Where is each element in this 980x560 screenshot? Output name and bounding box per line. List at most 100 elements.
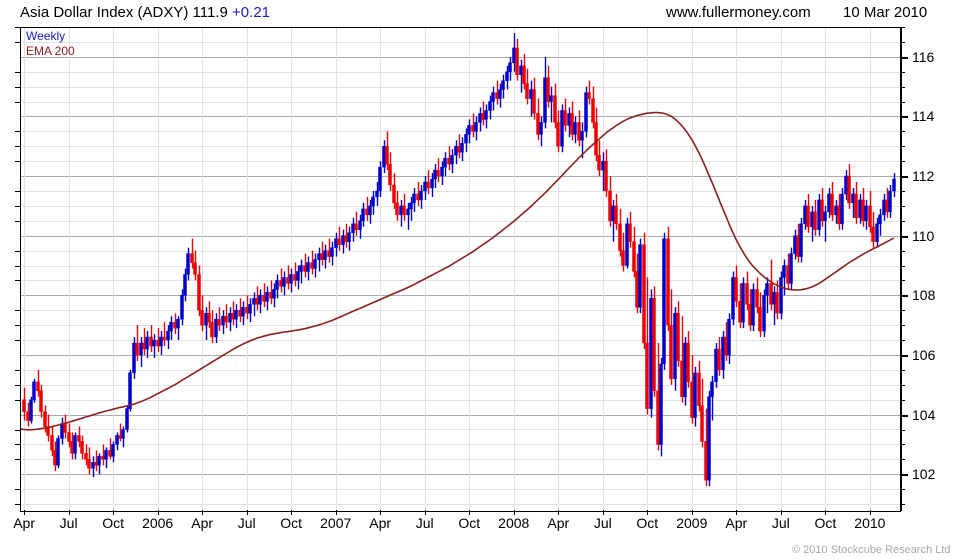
y-axis-minor-tick — [900, 220, 905, 222]
y-axis-minor-tick-left — [15, 429, 20, 431]
x-axis-tick-mark — [380, 510, 382, 515]
y-axis-minor-tick — [900, 27, 905, 28]
x-axis-tick-label: Apr — [191, 515, 214, 531]
x-axis-tick-mark — [825, 510, 827, 515]
x-axis-tick-mark — [424, 510, 426, 515]
y-axis-minor-tick-left — [15, 369, 20, 371]
y-axis-minor-tick — [900, 101, 905, 103]
y-axis-minor-tick — [900, 399, 905, 401]
y-axis-minor-tick — [900, 280, 905, 282]
y-axis-tick-label: 108 — [912, 287, 936, 304]
x-axis-tick-mark — [335, 510, 337, 515]
y-axis-minor-tick — [900, 384, 905, 386]
y-axis-minor-tick-left — [15, 280, 20, 282]
x-axis-tick-label: Jul — [59, 515, 78, 531]
as-of-date: 10 Mar 2010 — [843, 4, 928, 21]
y-axis-tick-mark — [900, 235, 908, 238]
legend-series-ema200: EMA 200 — [26, 44, 75, 58]
x-axis-tick-mark — [246, 510, 248, 515]
x-axis-tick-label: Apr — [725, 515, 748, 531]
y-axis-tick-label: 102 — [912, 466, 936, 483]
y-axis-minor-tick — [900, 146, 905, 148]
y-axis-minor-tick — [900, 504, 905, 506]
y-axis-tick-label: 116 — [912, 48, 935, 65]
y-axis-tick-mark — [900, 116, 908, 119]
y-axis-minor-tick — [900, 161, 905, 163]
y-axis-minor-tick-left — [15, 340, 20, 342]
x-axis-tick-mark — [157, 510, 159, 515]
y-axis-minor-tick-left — [15, 205, 20, 207]
y-axis-minor-tick — [900, 489, 905, 491]
x-axis-tick-label: Apr — [547, 515, 570, 531]
y-axis-tick-label: 112 — [912, 168, 935, 185]
website-label: www.fullermoney.com — [666, 4, 811, 21]
y-axis-minor-tick-left — [15, 161, 20, 163]
y-axis-tick-mark — [900, 56, 908, 59]
y-axis-tick-label: 104 — [912, 406, 936, 423]
y-axis-minor-tick — [900, 131, 905, 133]
y-axis-minor-tick — [900, 369, 905, 371]
y-axis-minor-tick — [900, 71, 905, 73]
y-axis-minor-tick — [900, 310, 905, 312]
x-axis-tick-label: Oct — [814, 515, 837, 531]
x-axis-tick-label: Jul — [237, 515, 256, 531]
x-axis-tick-label: Oct — [280, 515, 303, 531]
y-axis-minor-tick-left — [15, 220, 20, 222]
x-axis-tick-label: Jul — [771, 515, 790, 531]
y-axis-tick-mark — [900, 354, 908, 357]
chart-title: Asia Dollar Index (ADXY) 111.9 +0.21 — [20, 4, 270, 24]
y-axis-minor-tick-left — [15, 131, 20, 133]
x-axis-tick-mark — [68, 510, 70, 515]
x-axis-tick-mark — [647, 510, 649, 515]
y-axis-minor-tick — [900, 86, 905, 88]
x-axis-tick-mark — [469, 510, 471, 515]
x-axis-tick-label: 2010 — [854, 515, 886, 531]
y-axis-minor-tick — [900, 325, 905, 327]
y-axis-tick-label: 106 — [912, 346, 936, 363]
y-axis-minor-tick — [900, 444, 905, 446]
legend-series-weekly: Weekly — [26, 29, 66, 43]
x-axis-tick-mark — [780, 510, 782, 515]
x-axis-tick-mark — [24, 510, 26, 515]
y-axis-minor-tick-left — [15, 325, 20, 327]
y-axis-tick-mark — [900, 474, 908, 477]
x-axis-tick-mark — [691, 510, 693, 515]
right-axis-line — [900, 27, 902, 511]
x-axis-tick-label: Apr — [13, 515, 35, 531]
x-axis-tick-label: Oct — [458, 515, 481, 531]
y-axis-minor-tick-left — [15, 190, 20, 192]
y-axis-minor-tick-left — [15, 444, 20, 446]
x-axis-tick-mark — [291, 510, 293, 515]
chart-canvas — [20, 27, 900, 510]
y-axis-minor-tick-left — [15, 384, 20, 386]
y-axis-tick-label: 114 — [912, 108, 935, 125]
chart-title-text: Asia Dollar Index (ADXY) 111.9 — [20, 4, 228, 21]
x-axis-tick-label: Oct — [636, 515, 659, 531]
y-axis-minor-tick-left — [15, 71, 20, 73]
y-axis-tick-mark — [900, 295, 908, 298]
x-axis-tick-label: 2009 — [676, 515, 708, 531]
y-axis-minor-tick — [900, 250, 905, 252]
x-axis-tick-label: 2007 — [320, 515, 352, 531]
y-axis-minor-tick — [900, 190, 905, 192]
y-axis-minor-tick — [900, 41, 905, 43]
x-axis-tick-label: Oct — [102, 515, 125, 531]
x-axis-tick-label: Apr — [369, 515, 392, 531]
y-axis-tick-mark — [900, 176, 908, 179]
y-axis-minor-tick-left — [15, 41, 20, 43]
y-axis-minor-tick — [900, 340, 905, 342]
x-axis-tick-label: Jul — [415, 515, 434, 531]
y-axis-minor-tick — [900, 265, 905, 267]
y-axis-minor-tick — [900, 459, 905, 461]
copyright-notice: © 2010 Stockcube Research Ltd — [792, 544, 951, 556]
y-axis-tick-label: 110 — [912, 227, 935, 244]
chart-plot-area — [20, 27, 900, 510]
y-axis-minor-tick-left — [15, 101, 20, 103]
x-axis-tick-mark — [202, 510, 204, 515]
y-axis-minor-tick — [900, 429, 905, 431]
x-axis-tick-mark — [869, 510, 871, 515]
x-axis-tick-mark — [558, 510, 560, 515]
x-axis-tick-mark — [602, 510, 604, 515]
x-axis-tick-label: 2006 — [142, 515, 174, 531]
